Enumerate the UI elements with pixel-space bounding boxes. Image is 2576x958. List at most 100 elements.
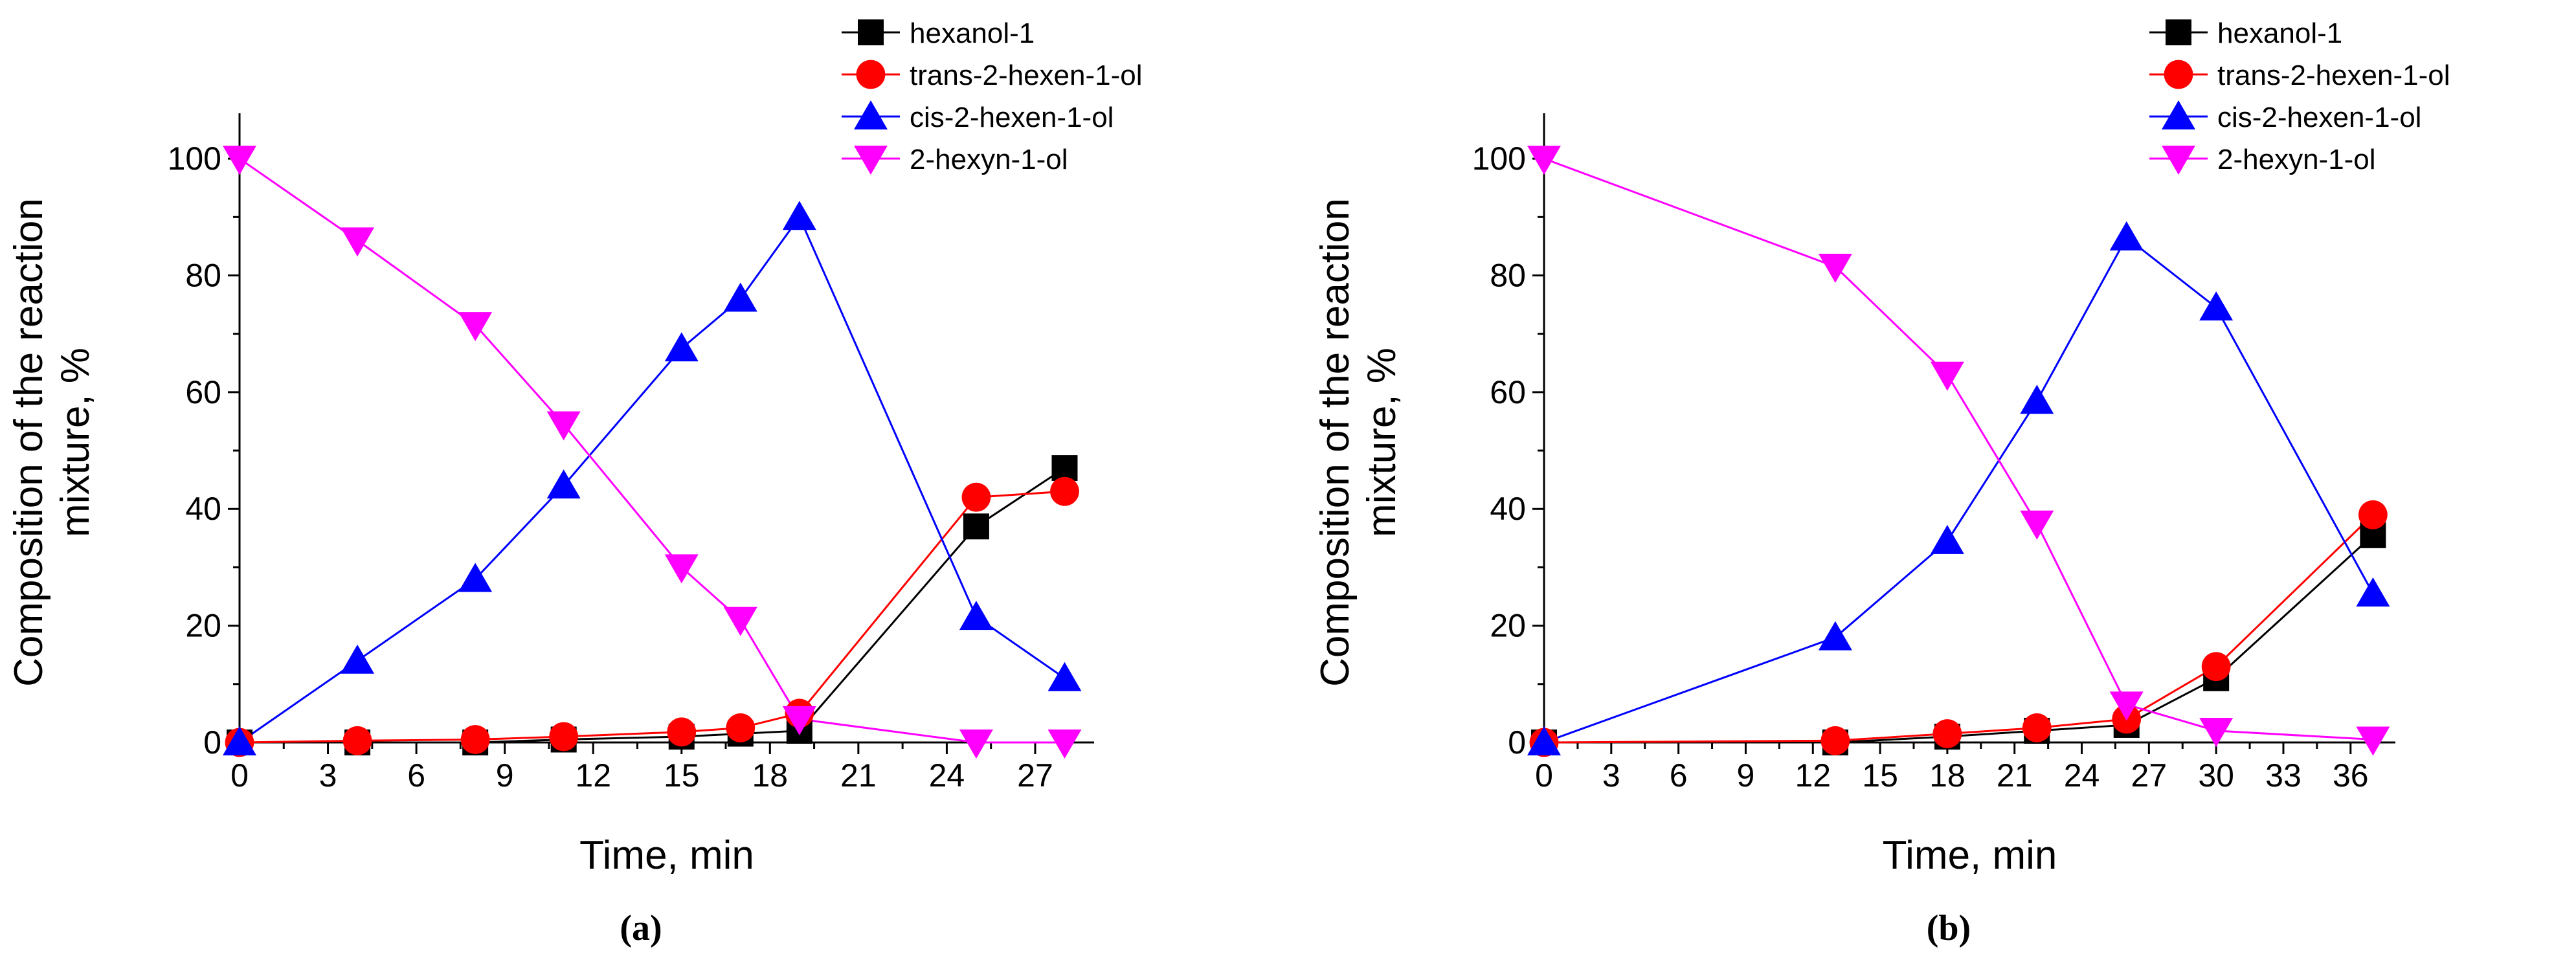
data-point [723, 282, 757, 312]
x-tick-label: 3 [1602, 757, 1620, 794]
data-point [723, 607, 757, 636]
y-tick-label: 80 [185, 257, 221, 293]
data-point [2356, 726, 2390, 756]
legend: hexanol-1 trans-2-hexen-1-ol cis-2-hexen-1… [842, 17, 1143, 175]
legend-marker [854, 100, 888, 129]
data-point [1930, 361, 1964, 391]
legend-marker [2162, 100, 2195, 129]
legend-marker [2166, 19, 2191, 45]
x-tick-label: 6 [1670, 757, 1688, 794]
data-point [223, 146, 256, 175]
data-point [961, 482, 991, 512]
x-tick-label: 9 [1737, 757, 1755, 794]
legend-marker [858, 19, 884, 45]
legend-label: hexanol-1 [910, 17, 1035, 49]
data-point [2020, 510, 2054, 540]
legend-marker [854, 146, 888, 175]
data-point [223, 726, 256, 755]
data-point [2020, 384, 2054, 414]
data-point [341, 227, 375, 257]
data-point [460, 725, 490, 754]
data-point [341, 644, 375, 674]
x-axis-label: Time, min [579, 833, 754, 878]
x-tick-label: 9 [496, 757, 514, 794]
x-tick-label: 33 [2265, 757, 2302, 794]
panel-caption: (b) [1927, 908, 1971, 948]
y-tick-label: 100 [1472, 140, 1526, 177]
x-tick-label: 21 [840, 757, 877, 794]
chart-panel-0: 0 3 6 9 12 15 18 21 24 27 0 20 40 60 80 100 Time, min Com… [6, 17, 1143, 948]
y-axis-label-line: Composition of the reaction [1313, 198, 1358, 687]
data-point [2109, 221, 2144, 251]
y-axis-label-line: mixture, % [53, 348, 98, 537]
data-point [1932, 719, 1962, 748]
x-tick-label: 12 [1795, 757, 1831, 794]
data-point [2199, 717, 2234, 747]
data-point [726, 713, 756, 742]
data-point [959, 730, 993, 759]
x-tick-label: 18 [752, 757, 788, 794]
x-tick-label: 12 [575, 757, 611, 794]
data-point [2358, 500, 2388, 529]
x-tick-label: 0 [1535, 757, 1553, 794]
legend-label: 2-hexyn-1-ol [2217, 144, 2376, 175]
legend-marker [2164, 60, 2193, 89]
x-axis-label: Time, min [1883, 833, 2057, 878]
data-point [2356, 577, 2390, 607]
y-tick-label: 0 [203, 724, 221, 761]
panel-caption: (a) [620, 908, 662, 948]
x-tick-label: 27 [2131, 757, 2167, 794]
data-point [1047, 730, 1082, 759]
data-point [2201, 652, 2231, 682]
series-line-0 [240, 467, 1066, 744]
data-point [546, 469, 581, 499]
data-point [664, 332, 699, 362]
y-axis-label-line: Composition of the reaction [6, 198, 51, 687]
data-point [1930, 524, 1964, 554]
x-tick-label: 0 [230, 757, 249, 794]
data-point [1527, 146, 1561, 175]
legend-label: trans-2-hexen-1-ol [910, 60, 1143, 91]
data-point [963, 513, 989, 540]
x-tick-label: 6 [407, 757, 425, 794]
data-point [2109, 691, 2144, 721]
data-point [342, 726, 372, 755]
x-tick-label: 30 [2198, 757, 2234, 794]
data-point [1051, 455, 1078, 482]
x-tick-label: 24 [2064, 757, 2100, 794]
legend-marker [2162, 146, 2195, 175]
data-point [1050, 476, 1079, 506]
data-point [1818, 621, 1852, 651]
x-tick-label: 36 [2333, 757, 2369, 794]
legend-label: 2-hexyn-1-ol [910, 144, 1068, 175]
data-point [1047, 662, 1082, 691]
x-tick-label: 15 [664, 757, 700, 794]
data-point [1820, 726, 1850, 755]
data-point [458, 312, 493, 342]
chart-panel-1: 0 3 6 9 12 15 18 21 24 27 30 33 36020406080100Time, … [1313, 17, 2450, 948]
data-point [1527, 726, 1561, 755]
x-tick-label: 24 [929, 757, 965, 794]
y-axis-label-line: mixture, % [1360, 348, 1404, 537]
y-tick-label: 60 [185, 374, 221, 410]
series-line-3 [1543, 157, 2373, 741]
x-tick-label: 21 [1997, 757, 2033, 794]
y-tick-label: 20 [185, 608, 221, 644]
y-tick-label: 40 [1490, 491, 1526, 527]
data-point [667, 717, 697, 747]
data-point [549, 722, 579, 752]
data-point [458, 563, 493, 592]
series-line-0 [1544, 534, 2374, 744]
y-tick-label: 60 [1490, 374, 1526, 410]
data-point [782, 706, 816, 735]
legend-label: trans-2-hexen-1-ol [2217, 60, 2450, 91]
legend-label: cis-2-hexen-1-ol [2217, 102, 2421, 133]
y-tick-label: 80 [1490, 257, 1526, 293]
y-tick-label: 100 [168, 140, 221, 177]
x-tick-label: 3 [319, 757, 337, 794]
x-tick-label: 18 [1929, 757, 1966, 794]
data-point [2022, 713, 2052, 742]
y-tick-label: 20 [1490, 608, 1526, 644]
legend: hexanol-1 trans-2-hexen-1-ol cis-2-hexen-1… [2149, 17, 2450, 175]
